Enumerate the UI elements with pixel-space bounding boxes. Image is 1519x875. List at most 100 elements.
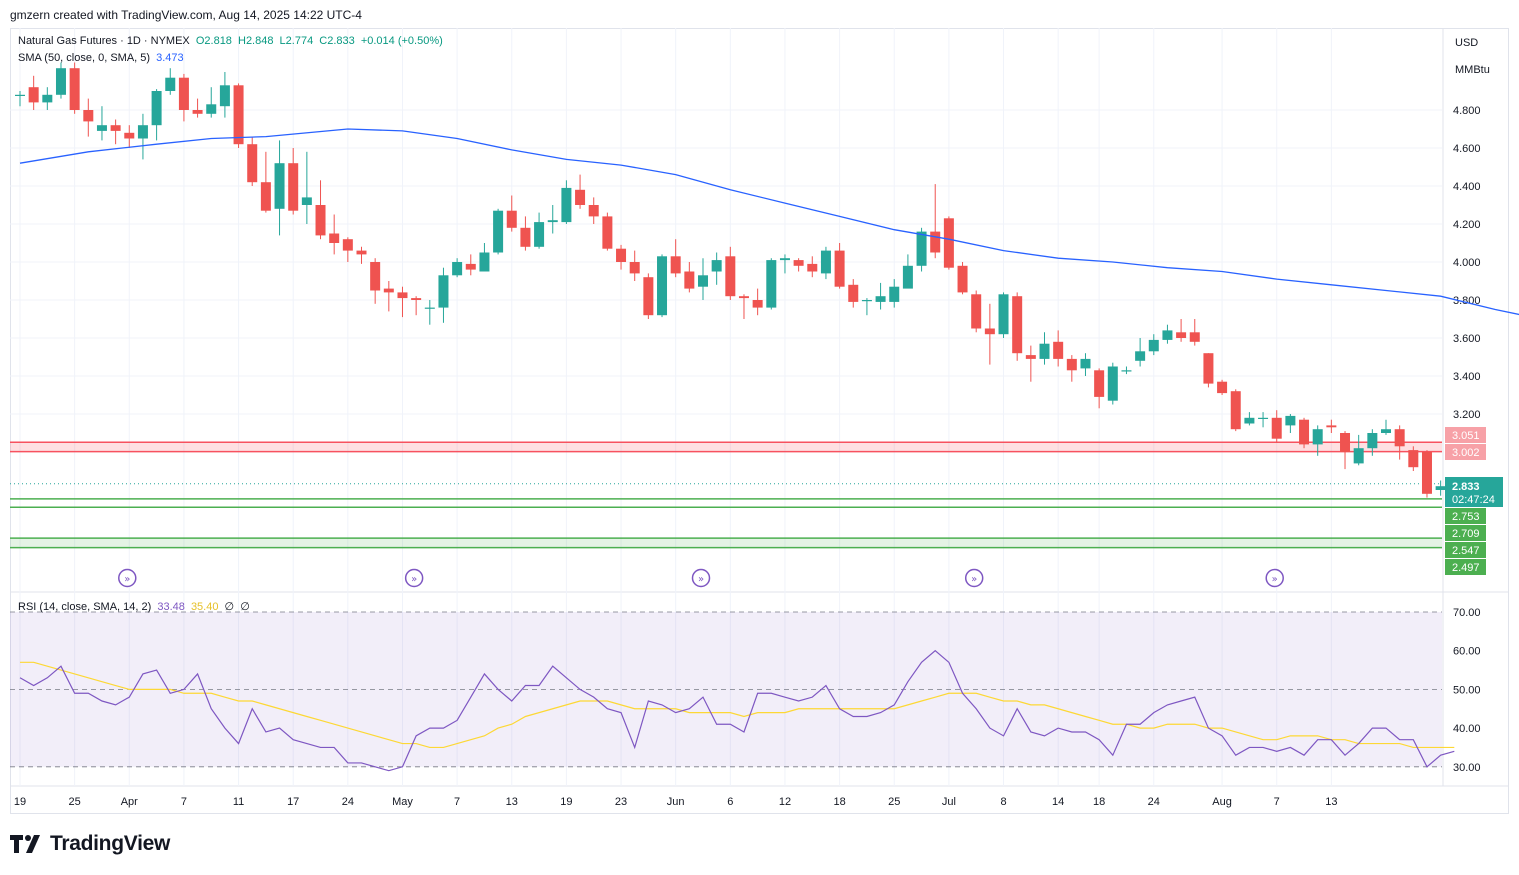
sma-label: SMA (50, close, 0, SMA, 5) [18, 52, 151, 64]
candle-body [670, 256, 681, 274]
last-price-badge: 2.833 [1452, 481, 1480, 493]
candle-body [1353, 448, 1364, 464]
candle-body [452, 262, 463, 276]
candle-body [260, 182, 271, 211]
candle-body [1053, 341, 1064, 359]
candle-body [1121, 370, 1132, 372]
candle-body [493, 210, 504, 253]
rsi-extra-1: ∅ [224, 601, 235, 613]
event-marker-icon [118, 568, 137, 588]
candle-body [1094, 370, 1105, 397]
candle-body [698, 275, 708, 287]
candle-body [233, 85, 244, 145]
low-value: L2.774 [279, 35, 314, 47]
candle-body [1312, 429, 1323, 445]
candle-body [247, 144, 258, 183]
candle-body [684, 271, 695, 289]
support-1-lower-badge-bg [1445, 525, 1486, 541]
candle-body [930, 231, 941, 253]
sma-legend: SMA (50, close, 0, SMA, 5) 3.473 [18, 52, 187, 64]
candle-body [96, 125, 107, 131]
candle-body [110, 125, 121, 131]
candle-body [301, 197, 312, 205]
rsi-tick-label: 50.00 [1453, 684, 1481, 696]
candle-body [137, 125, 148, 139]
open-value: O2.818 [195, 35, 232, 47]
time-tick-label: 13 [506, 796, 518, 808]
candle-body [1299, 419, 1310, 445]
time-tick-label: 12 [779, 796, 791, 808]
time-tick-label: 25 [69, 796, 81, 808]
event-marker-arrow: » [971, 574, 977, 585]
support-2-lower-badge-bg [1445, 559, 1486, 575]
time-tick-label: 7 [1274, 796, 1280, 808]
event-marker-arrow: » [411, 574, 417, 585]
price-tick-label: 4.600 [1453, 143, 1481, 155]
candle-body [397, 292, 408, 299]
candle-body [520, 227, 531, 247]
time-tick-label: 18 [1093, 796, 1105, 808]
candle-body [998, 294, 1009, 335]
candle-body [971, 294, 982, 329]
time-tick-label: 14 [1052, 796, 1064, 808]
candle-body [738, 296, 749, 299]
resistance-zone [10, 442, 1442, 452]
candle-body [42, 94, 53, 103]
resistance-lower-badge-bg [1445, 444, 1486, 460]
candle-body [1326, 425, 1337, 428]
tradingview-logo[interactable]: TradingView [10, 832, 170, 856]
rsi-tick-label: 40.00 [1453, 723, 1481, 735]
candle-body [752, 300, 763, 308]
candle-body [1340, 433, 1351, 452]
tradingview-logo-text: TradingView [50, 832, 171, 855]
support-2-upper-badge-bg [1445, 542, 1486, 558]
event-marker-arrow: » [1272, 574, 1278, 585]
event-marker-icon [404, 568, 424, 588]
rsi-extra-2: ∅ [240, 601, 250, 613]
support-2-zone [10, 538, 1442, 548]
event-marker-icon [1265, 568, 1284, 588]
candle-body [370, 262, 381, 291]
candle-body [1408, 450, 1419, 468]
high-value: H2.848 [238, 35, 274, 47]
candle-body [424, 307, 435, 309]
sma-line [19, 128, 1519, 316]
rsi-tick-label: 60.00 [1453, 646, 1481, 658]
candle-body [943, 218, 954, 268]
candle-body [1421, 452, 1432, 494]
candle-body [834, 250, 845, 287]
support-2-lower-badge: 2.497 [1452, 562, 1480, 574]
rsi-label: RSI (14, close, SMA, 14, 2) [18, 601, 152, 613]
candle-body [151, 91, 162, 126]
candle-body [916, 231, 927, 266]
unit-label[interactable]: MMBtu [1455, 64, 1490, 76]
candle-body [342, 239, 353, 251]
candle-body [479, 252, 490, 272]
time-tick-label: 24 [342, 796, 354, 808]
main-legend: Natural Gas Futures · 1D · NYMEX O2.818 … [18, 35, 446, 47]
candle-body [15, 94, 25, 96]
resistance-upper-badge-bg [1445, 427, 1486, 443]
rsi-tick-label: 70.00 [1453, 607, 1481, 619]
candle-body [575, 189, 586, 205]
candle-body [807, 263, 818, 272]
candle-body [28, 87, 39, 103]
event-marker-arrow: » [698, 574, 704, 585]
created-by-header: gmzern created with TradingView.com, Aug… [10, 8, 362, 22]
candle-body [69, 68, 80, 110]
rsi-sma-value: 35.40 [190, 601, 219, 613]
currency-label[interactable]: USD [1455, 37, 1479, 49]
support-1-upper-badge: 2.753 [1452, 511, 1480, 523]
candle-body [766, 260, 777, 308]
support-1-upper-badge-bg [1445, 508, 1486, 524]
candle-body [1258, 417, 1269, 419]
candle-body [465, 263, 476, 270]
candle-body [1066, 358, 1077, 371]
price-tick-label: 3.400 [1453, 371, 1481, 383]
candle-body [1217, 381, 1228, 394]
sma-value: 3.473 [156, 52, 184, 64]
candle-body [206, 104, 217, 114]
rsi-ma-line [20, 661, 1455, 749]
candle-body [506, 210, 517, 228]
